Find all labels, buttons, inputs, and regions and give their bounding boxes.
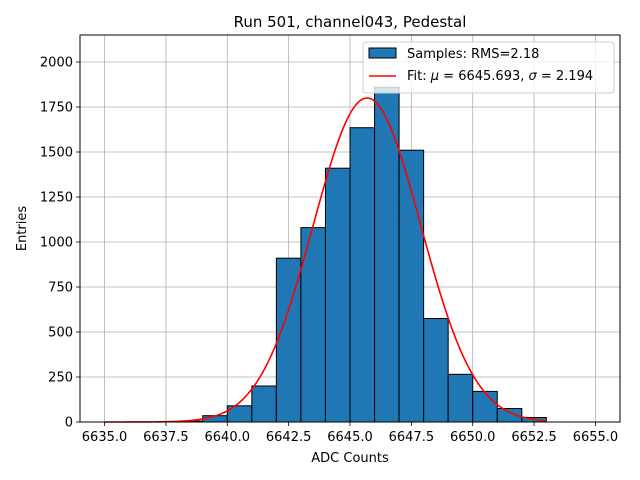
x-tick-label: 6635.0 xyxy=(82,430,128,445)
x-axis-title: ADC Counts xyxy=(311,451,389,466)
legend: Samples: RMS=2.18 Fit: μ = 6645.693, σ =… xyxy=(362,41,615,94)
x-tick-label: 6645.0 xyxy=(327,430,373,445)
histogram-bar xyxy=(472,390,498,423)
histogram-bar xyxy=(324,167,351,423)
x-tick-label: 6647.5 xyxy=(389,430,435,445)
histogram-bar xyxy=(447,373,474,423)
legend-samples-swatch xyxy=(368,47,397,59)
histogram-bar xyxy=(374,86,400,423)
histogram-bar xyxy=(251,385,277,423)
histogram-bar xyxy=(349,127,376,423)
x-tick-label: 6642.5 xyxy=(266,430,312,445)
chart-title: Run 501, channel043, Pedestal xyxy=(234,13,467,31)
y-axis-title: Entries xyxy=(15,206,30,252)
histogram-bars xyxy=(177,86,547,423)
y-tick-label: 1250 xyxy=(40,191,73,206)
fit-curve xyxy=(104,97,547,423)
x-tick-label: 6652.5 xyxy=(511,430,557,445)
x-axis-ticks: 6635.0 6637.5 6640.0 6642.5 6645.0 6647.5 6650… xyxy=(82,422,618,445)
legend-samples-label: Samples: RMS=2.18 xyxy=(407,47,539,62)
y-tick-label: 2000 xyxy=(40,56,73,71)
x-tick-label: 6637.5 xyxy=(143,430,189,445)
histogram-bar xyxy=(423,318,449,423)
y-tick-label: 1000 xyxy=(40,236,73,251)
x-tick-label: 6655.0 xyxy=(573,430,619,445)
histogram-bar xyxy=(300,227,326,423)
y-tick-label: 500 xyxy=(48,326,73,341)
legend-fit-label: Fit: μ = 6645.693, σ = 2.194 xyxy=(407,69,593,84)
x-tick-label: 6640.0 xyxy=(205,430,251,445)
x-tick-label: 6650.0 xyxy=(450,430,496,445)
y-tick-label: 250 xyxy=(48,371,73,386)
y-tick-label: 1500 xyxy=(40,146,73,161)
y-tick-label: 750 xyxy=(48,281,73,296)
fit-curve-group xyxy=(104,97,547,423)
legend-box xyxy=(362,41,615,94)
y-axis-ticks: 0 250 500 750 1000 1250 1500 1750 2000 xyxy=(40,56,80,431)
y-tick-label: 0 xyxy=(65,416,73,431)
y-tick-label: 1750 xyxy=(40,101,73,116)
histogram-bar xyxy=(398,149,425,423)
